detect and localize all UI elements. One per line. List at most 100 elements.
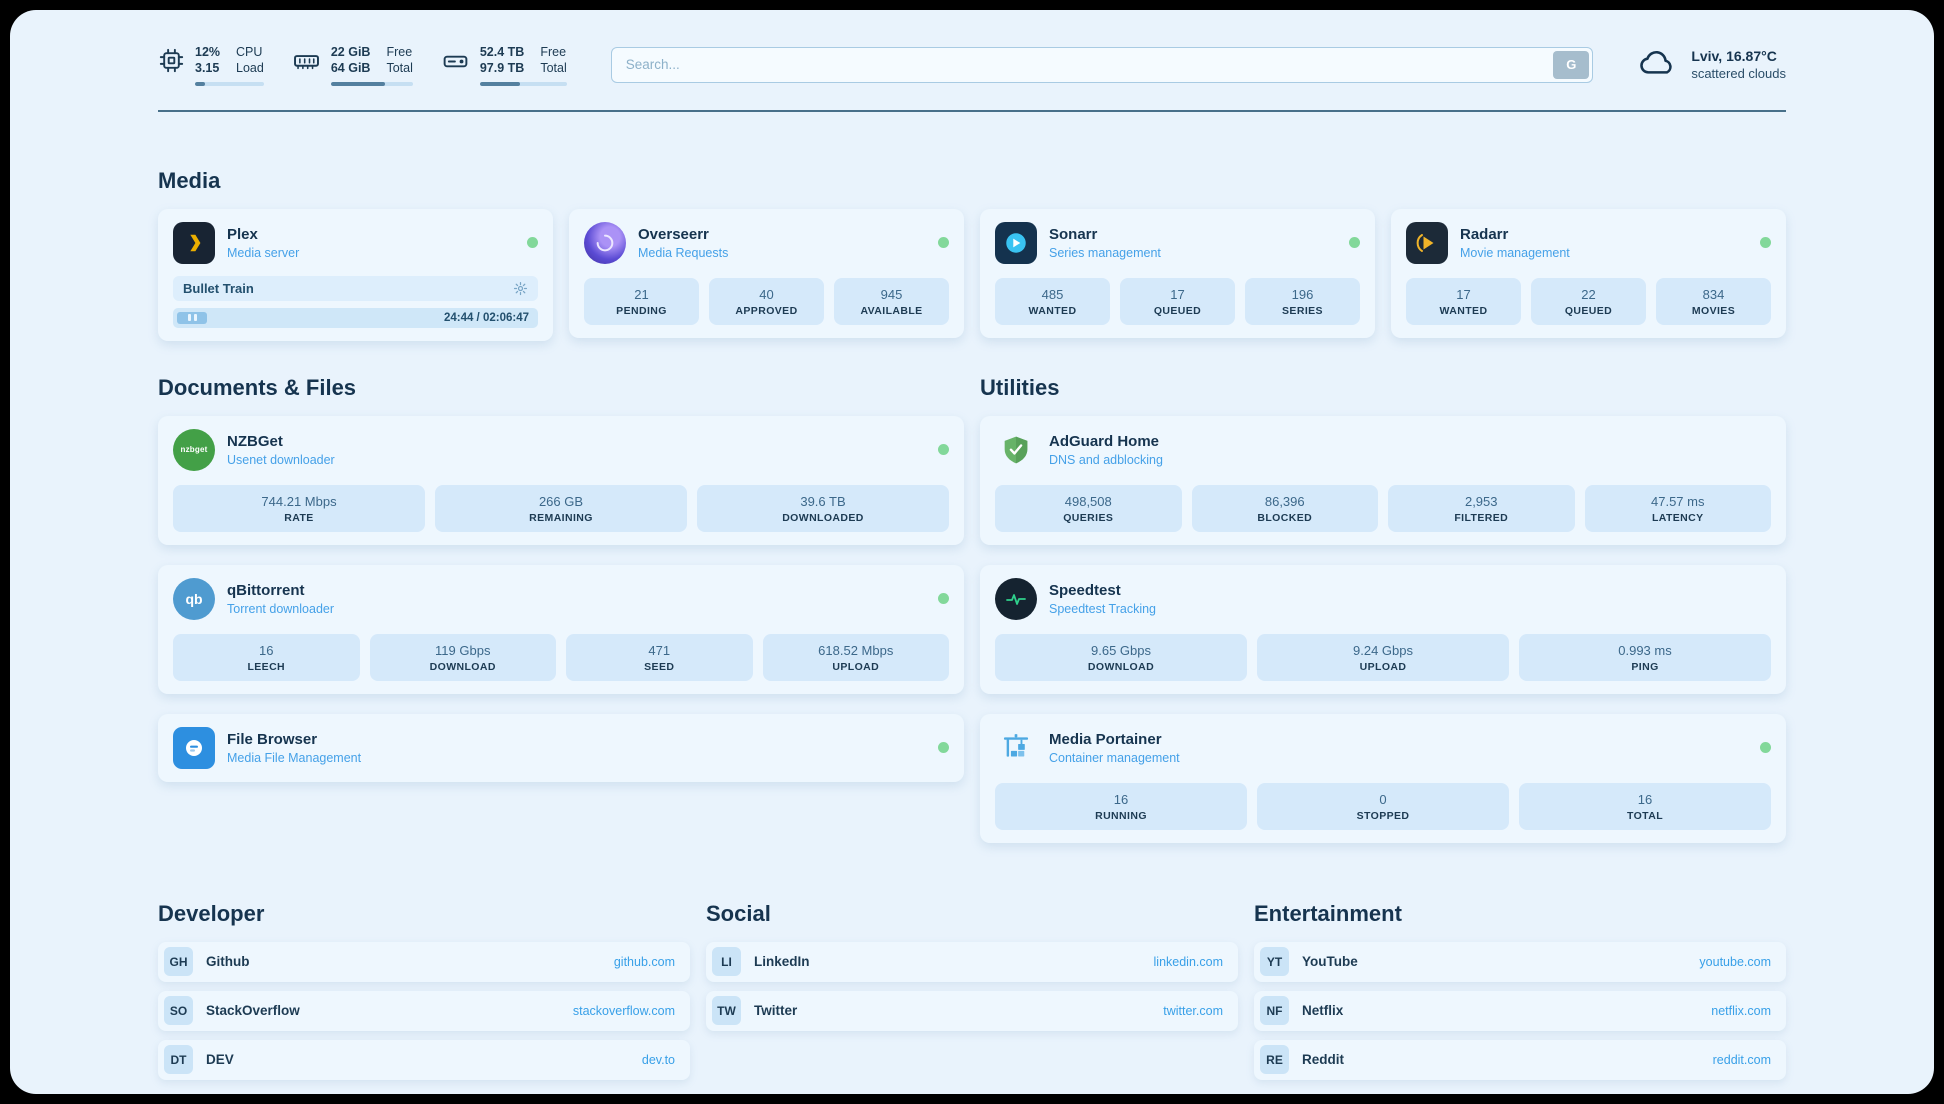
top-bar: 12% 3.15 CPU Load [158,44,1786,86]
github-url-link[interactable]: github.com [613,954,675,969]
portainer-status-dot [1760,742,1771,753]
dev-url-link[interactable]: dev.to [641,1052,675,1067]
cpu-load-value: 3.15 [195,61,220,76]
sonarr-name: Sonarr [1049,225,1098,243]
stat-upload: 9.24 Gbps UPLOAD [1257,633,1509,681]
filebrowser-name: File Browser [227,730,318,748]
stat-seed: 471 SEED [566,633,753,681]
stat-wanted: 485 WANTED [995,277,1110,325]
stat-filtered: 2,953 FILTERED [1388,484,1575,532]
adguard-card[interactable]: AdGuard Home DNS and adblocking 498,508 … [980,415,1786,545]
plex-icon [173,221,215,264]
radarr-card[interactable]: Radarr Movie management 17 WANTED 22 QUE… [1391,208,1786,338]
header-divider [158,109,1786,112]
ram-total-value: 64 GiB [330,61,371,76]
player-settings-gear-icon[interactable] [513,281,528,296]
overseerr-name: Overseerr [638,225,709,243]
speedtest-subtitle: Speedtest Tracking [1049,601,1157,616]
link-row-netflix[interactable]: NF Netflix netflix.com [1254,990,1786,1031]
stat-latency: 47.57 ms LATENCY [1584,484,1771,532]
adguard-subtitle: DNS and adblocking [1049,452,1163,467]
twitter-badge-icon: TW [712,996,741,1025]
link-row-youtube[interactable]: YT YouTube youtube.com [1254,941,1786,982]
link-row-reddit[interactable]: RE Reddit reddit.com [1254,1039,1786,1080]
youtube-url-link[interactable]: youtube.com [1699,954,1771,969]
link-row-dev[interactable]: DT DEV dev.to [158,1039,690,1080]
stat-running: 16 RUNNING [995,782,1247,830]
utilities-section-title: Utilities [980,374,1060,400]
plex-card[interactable]: Plex Media server Bullet Train [158,208,553,341]
netflix-url-link[interactable]: netflix.com [1711,1003,1771,1018]
stackoverflow-badge-icon: SO [164,996,193,1025]
qbittorrent-subtitle: Torrent downloader [227,601,335,616]
filebrowser-card[interactable]: File Browser Media File Management [158,713,964,782]
stat-stopped: 0 STOPPED [1257,782,1509,830]
stat-remaining: 266 GB REMAINING [435,484,687,532]
link-row-github[interactable]: GH Github github.com [158,941,690,982]
sonarr-card[interactable]: Sonarr Series management 485 WANTED 17 Q… [980,208,1375,338]
filebrowser-status-dot [938,742,949,753]
reddit-badge-icon: RE [1260,1045,1289,1074]
qbittorrent-card[interactable]: qb qBittorrent Torrent downloader 16 [158,564,964,694]
ram-total-label: Total [386,61,413,76]
radarr-subtitle: Movie management [1460,245,1570,260]
linkedin-badge-icon: LI [712,947,741,976]
documents-section: Documents & Files nzbget NZBGet Usenet d… [158,375,964,782]
overseerr-subtitle: Media Requests [638,245,729,260]
media-section-title: Media [158,167,221,193]
cpu-usage-value: 12% [195,45,221,59]
stat-available: 945 AVAILABLE [834,277,949,325]
linkedin-url-link[interactable]: linkedin.com [1153,954,1223,969]
cpu-label: CPU [236,45,263,59]
portainer-card[interactable]: Media Portainer Container management 16 … [980,713,1786,843]
disk-metric: 52.4 TB 97.9 TB Free Total [441,44,567,86]
nzbget-name: NZBGet [227,432,283,450]
weather-condition: scattered clouds [1691,66,1786,82]
nzbget-card[interactable]: nzbget NZBGet Usenet downloader 744.21 M… [158,415,964,545]
cloud-icon [1637,46,1679,83]
system-metrics: 12% 3.15 CPU Load [158,44,567,86]
github-badge-icon: GH [164,947,193,976]
adguard-name: AdGuard Home [1049,432,1160,450]
weather-location: Lviv, 16.87°C [1691,47,1777,64]
stackoverflow-url-link[interactable]: stackoverflow.com [572,1003,675,1018]
plex-subtitle: Media server [227,245,300,260]
cpu-icon [158,47,185,74]
speedtest-name: Speedtest [1049,581,1121,599]
search-input[interactable] [610,46,1594,83]
overseerr-card[interactable]: Overseerr Media Requests 21 PENDING 40 A… [569,208,964,338]
nzbget-icon: nzbget [173,428,215,471]
stat-approved: 40 APPROVED [709,277,824,325]
stat-movies: 834 MOVIES [1656,277,1771,325]
now-playing-title: Bullet Train [183,280,254,296]
link-row-twitter[interactable]: TW Twitter twitter.com [706,990,1238,1031]
entertainment-section: Entertainment YT YouTube youtube.com NF … [1254,901,1786,1089]
speedtest-card[interactable]: Speedtest Speedtest Tracking 9.65 Gbps D… [980,564,1786,694]
search-engine-button[interactable]: G [1553,50,1590,79]
portainer-icon [995,727,1037,769]
filebrowser-icon [173,726,215,769]
search-bar: G [610,46,1594,83]
entertainment-section-title: Entertainment [1254,900,1402,926]
disk-free-label: Free [540,45,567,59]
overseerr-icon [584,221,626,264]
filebrowser-subtitle: Media File Management [227,750,362,765]
media-section: Media Plex Media server [158,168,1786,341]
pause-icon[interactable] [177,311,207,324]
reddit-url-link[interactable]: reddit.com [1712,1052,1771,1067]
link-row-linkedin[interactable]: LI LinkedIn linkedin.com [706,941,1238,982]
disk-icon [441,47,470,76]
twitter-url-link[interactable]: twitter.com [1163,1003,1223,1018]
qbittorrent-icon: qb [173,577,215,620]
social-section-title: Social [706,900,771,926]
dev-badge-icon: DT [164,1045,193,1074]
link-row-stackoverflow[interactable]: SO StackOverflow stackoverflow.com [158,990,690,1031]
playback-progress-bar[interactable]: 24:44 / 02:06:47 [173,307,538,328]
developer-section: Developer GH Github github.com SO StackO… [158,901,690,1089]
plex-now-playing: Bullet Train 24:44 / 02:06:47 [173,275,538,328]
stat-queries: 498,508 QUERIES [995,484,1182,532]
ram-free-value: 22 GiB [330,45,371,59]
utilities-section: Utilities [980,375,1786,843]
stat-queued: 17 QUEUED [1120,277,1235,325]
stat-upload: 618.52 Mbps UPLOAD [762,633,949,681]
